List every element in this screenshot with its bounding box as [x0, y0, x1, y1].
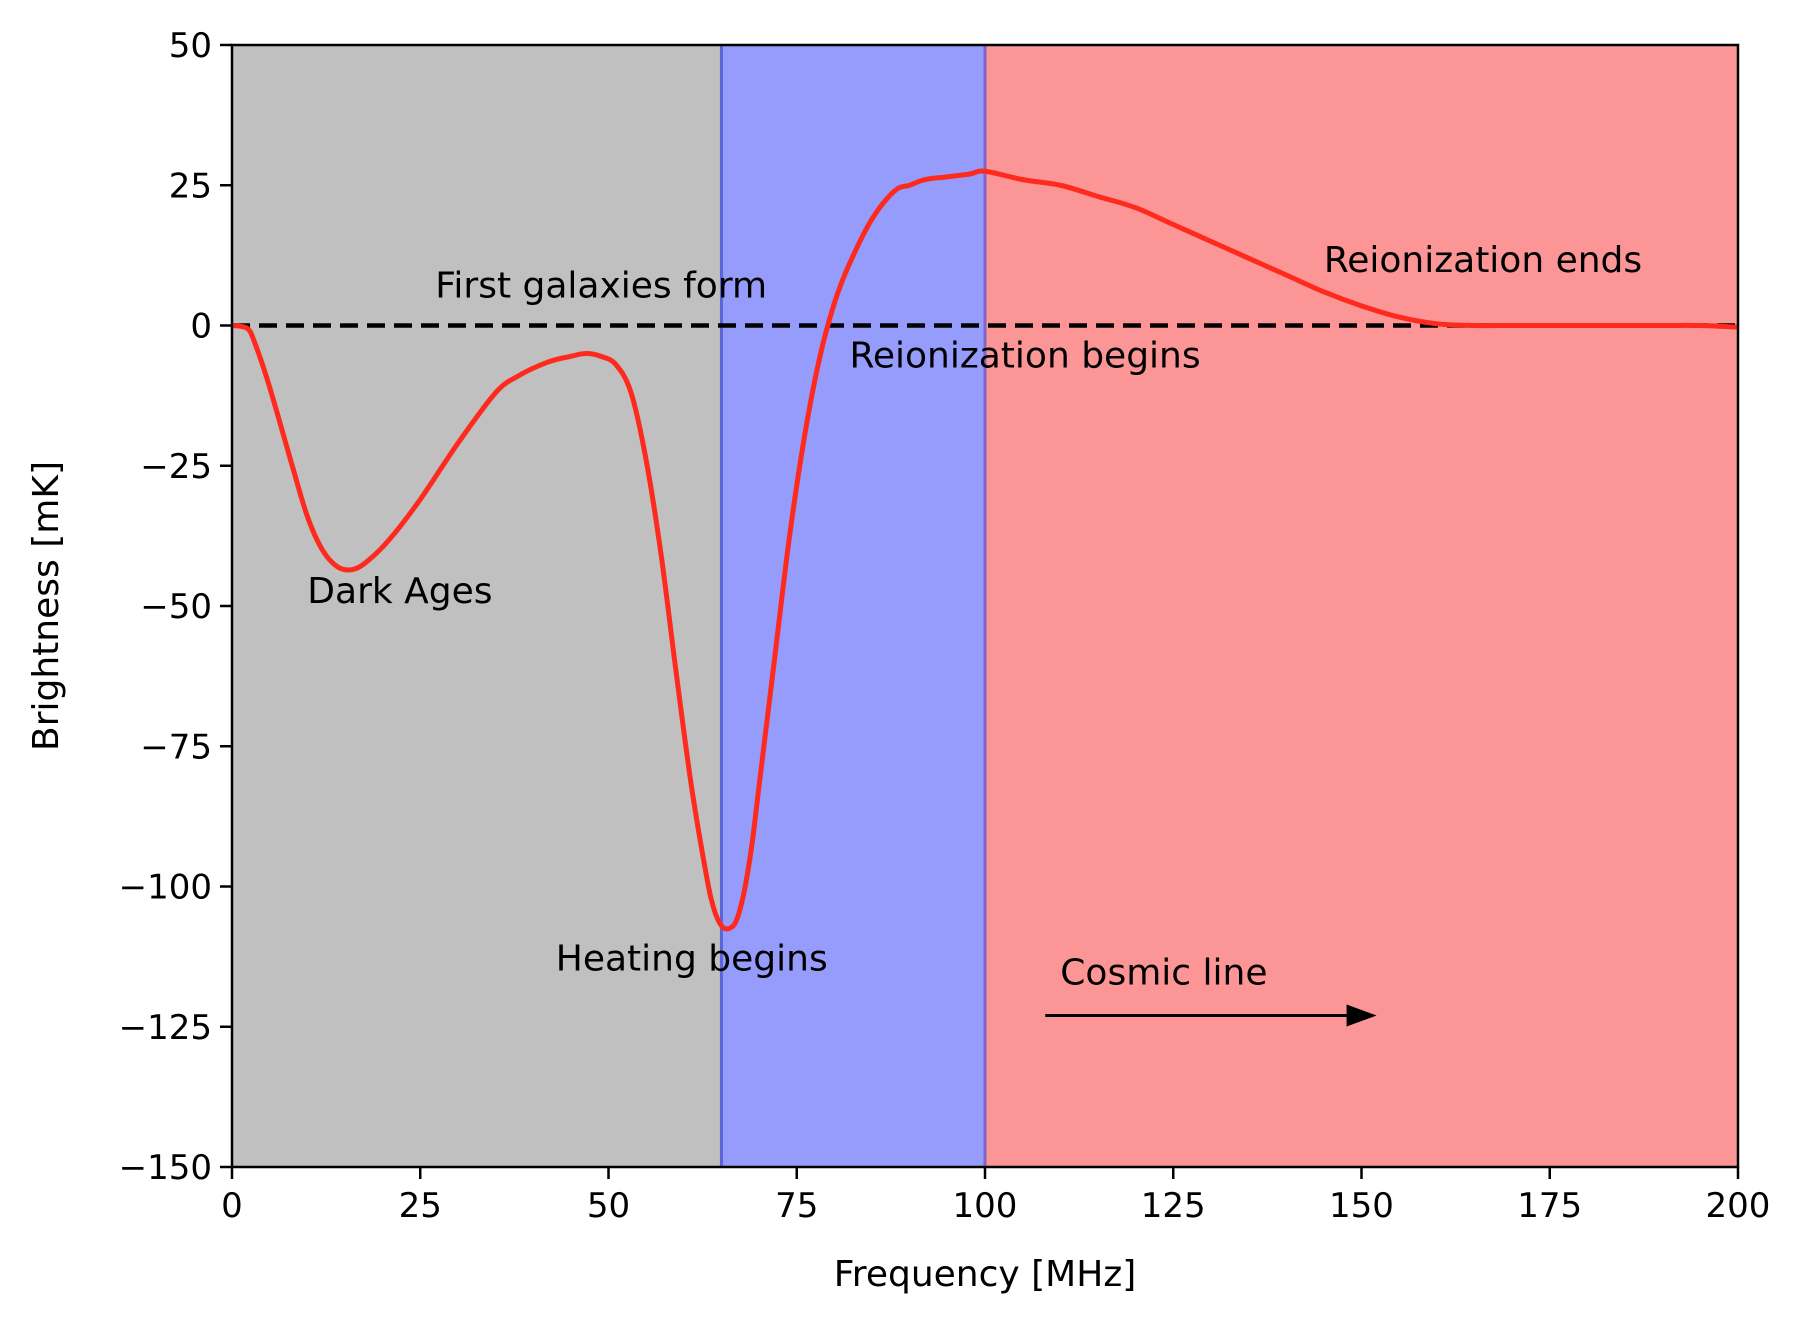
- ticks-layer: 0 25 50 75 100 125 150 175 200 50 25 0 −25 −50 −75 −100…: [119, 26, 1771, 1226]
- y-tick-label: 50: [169, 26, 212, 66]
- x-tick-label: 25: [399, 1186, 442, 1226]
- y-tick-label: −25: [140, 447, 212, 487]
- annotation-label: Reionization ends: [1324, 240, 1642, 281]
- x-tick-label: 75: [775, 1186, 818, 1226]
- y-tick-label: 25: [169, 166, 212, 206]
- y-axis-label: Brightness [mK]: [26, 461, 67, 751]
- y-tick-label: 0: [190, 307, 212, 347]
- annotation-label: Reionization begins: [849, 336, 1200, 377]
- x-tick-label: 50: [587, 1186, 630, 1226]
- x-axis-label: Frequency [MHz]: [834, 1254, 1137, 1295]
- region-band-0: [232, 45, 722, 1167]
- y-tick-label: −150: [119, 1148, 212, 1188]
- region-band-2: [985, 45, 1738, 1167]
- annotation-label: Heating begins: [556, 939, 828, 980]
- y-tick-label: −100: [119, 868, 212, 908]
- x-tick-label: 125: [1141, 1186, 1206, 1226]
- x-tick-label: 0: [221, 1186, 243, 1226]
- y-tick-label: −50: [140, 587, 212, 627]
- annotation-label: Dark Ages: [307, 571, 492, 612]
- x-tick-label: 150: [1329, 1186, 1394, 1226]
- x-tick-label: 175: [1517, 1186, 1582, 1226]
- series-line-0: [232, 168, 1738, 932]
- annotation-label: Cosmic line: [1060, 953, 1267, 994]
- y-tick-label: −125: [119, 1008, 212, 1048]
- region-band-1: [721, 45, 985, 1167]
- arrow-head: [1346, 1004, 1377, 1027]
- regions-layer: [232, 45, 1738, 1167]
- annotations-layer: Dark Ages First galaxies form Heating begi…: [307, 240, 1642, 1027]
- annotation-label: First galaxies form: [435, 265, 767, 306]
- series-layer: [232, 168, 1738, 932]
- y-tick-label: −75: [140, 727, 212, 767]
- x-tick-label: 200: [1706, 1186, 1771, 1226]
- x-tick-label: 100: [953, 1186, 1018, 1226]
